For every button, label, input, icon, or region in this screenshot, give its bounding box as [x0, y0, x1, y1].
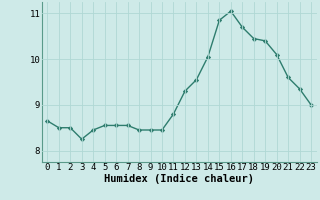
- X-axis label: Humidex (Indice chaleur): Humidex (Indice chaleur): [104, 174, 254, 184]
